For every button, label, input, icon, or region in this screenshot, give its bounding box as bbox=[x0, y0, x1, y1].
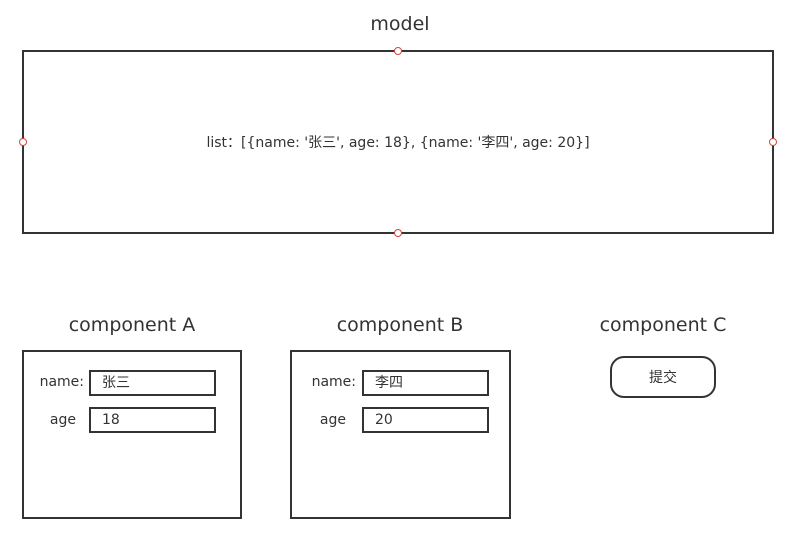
component-b-box bbox=[290, 350, 511, 519]
model-title: model bbox=[370, 13, 430, 35]
component-a-name-label: name: bbox=[39, 374, 84, 390]
top-connection-handle[interactable] bbox=[394, 47, 402, 55]
component-c-title: component C bbox=[599, 314, 727, 336]
submit-button[interactable]: 提交 bbox=[610, 356, 716, 398]
left-connection-handle[interactable] bbox=[19, 138, 27, 146]
model-list-text: list：[{name: '张三', age: 18}, {name: '李四'… bbox=[206, 135, 590, 151]
component-b-name-input[interactable]: 李四 bbox=[362, 370, 489, 396]
component-b-age-input[interactable]: 20 bbox=[362, 407, 489, 433]
component-a-box bbox=[22, 350, 242, 519]
component-b-age-label: age bbox=[319, 412, 346, 428]
component-a-title: component A bbox=[68, 314, 196, 336]
model-box bbox=[19, 47, 777, 237]
right-connection-handle[interactable] bbox=[769, 138, 777, 146]
component-b-name-label: name: bbox=[311, 374, 356, 390]
component-a-name-input[interactable]: 张三 bbox=[89, 370, 216, 396]
component-a-age-label: age bbox=[49, 412, 76, 428]
component-a-age-input[interactable]: 18 bbox=[89, 407, 216, 433]
bottom-connection-handle[interactable] bbox=[394, 229, 402, 237]
component-b-title: component B bbox=[336, 314, 464, 336]
